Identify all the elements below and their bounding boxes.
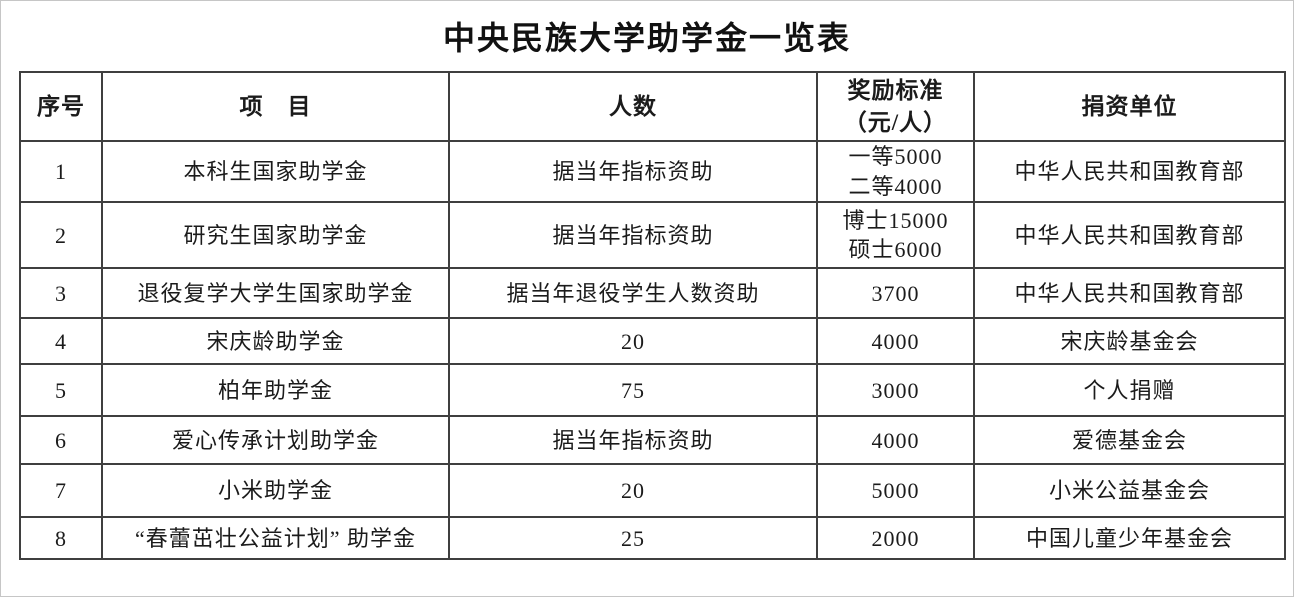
cell-item: 小米助学金: [101, 463, 450, 519]
cell-item: “春蕾茁壮公益计划” 助学金: [101, 516, 450, 561]
cell-count: 据当年退役学生人数资助: [448, 267, 818, 320]
cell-index: 3: [19, 267, 103, 320]
cell-standard: 5000: [816, 463, 975, 519]
cell-standard: 一等5000 二等4000: [816, 139, 975, 204]
cell-count: 据当年指标资助: [448, 201, 818, 270]
cell-count: 25: [448, 516, 818, 561]
cell-count: 据当年指标资助: [448, 139, 818, 204]
cell-index: 8: [19, 516, 103, 561]
header-index: 序号: [19, 71, 103, 142]
table-row: 4 宋庆龄助学金 20 4000 宋庆龄基金会: [19, 317, 1286, 366]
cell-donor: 中华人民共和国教育部: [973, 267, 1286, 320]
cell-donor: 中国儿童少年基金会: [973, 516, 1286, 561]
table-row: 2 研究生国家助学金 据当年指标资助 博士15000 硕士6000 中华人民共和…: [19, 201, 1286, 270]
cell-standard: 博士15000 硕士6000: [816, 201, 975, 270]
cell-count: 75: [448, 363, 818, 418]
cell-index: 2: [19, 201, 103, 270]
table-row: 5 柏年助学金 75 3000 个人捐赠: [19, 363, 1286, 418]
cell-donor: 小米公益基金会: [973, 463, 1286, 519]
cell-item: 柏年助学金: [101, 363, 450, 418]
cell-index: 6: [19, 415, 103, 466]
table-row: 3 退役复学大学生国家助学金 据当年退役学生人数资助 3700 中华人民共和国教…: [19, 267, 1286, 320]
cell-item: 宋庆龄助学金: [101, 317, 450, 366]
table-row: 7 小米助学金 20 5000 小米公益基金会: [19, 463, 1286, 519]
cell-donor: 个人捐赠: [973, 363, 1286, 418]
cell-item: 本科生国家助学金: [101, 139, 450, 204]
cell-standard: 2000: [816, 516, 975, 561]
cell-index: 1: [19, 139, 103, 204]
header-donor: 捐资单位: [973, 71, 1286, 142]
cell-donor: 宋庆龄基金会: [973, 317, 1286, 366]
cell-count: 20: [448, 463, 818, 519]
cell-item: 研究生国家助学金: [101, 201, 450, 270]
cell-donor: 中华人民共和国教育部: [973, 201, 1286, 270]
cell-item: 退役复学大学生国家助学金: [101, 267, 450, 320]
cell-donor: 爱德基金会: [973, 415, 1286, 466]
cell-index: 5: [19, 363, 103, 418]
table-row: 8 “春蕾茁壮公益计划” 助学金 25 2000 中国儿童少年基金会: [19, 516, 1286, 561]
table-row: 6 爱心传承计划助学金 据当年指标资助 4000 爱德基金会: [19, 415, 1286, 466]
cell-standard: 3700: [816, 267, 975, 320]
header-row: 序号 项 目 人数 奖励标准 （元/人） 捐资单位: [19, 71, 1286, 142]
header-count: 人数: [448, 71, 818, 142]
header-standard: 奖励标准 （元/人）: [816, 71, 975, 142]
cell-donor: 中华人民共和国教育部: [973, 139, 1286, 204]
page-title: 中央民族大学助学金一览表: [442, 20, 851, 56]
cell-standard: 4000: [816, 317, 975, 366]
cell-standard: 4000: [816, 415, 975, 466]
cell-index: 4: [19, 317, 103, 366]
cell-count: 据当年指标资助: [448, 415, 818, 466]
cell-index: 7: [19, 463, 103, 519]
cell-standard: 3000: [816, 363, 975, 418]
scholarship-table: 序号 项 目 人数 奖励标准 （元/人） 捐资单位 1 本科生国家助学金 据当年…: [19, 71, 1286, 561]
header-item: 项 目: [101, 71, 450, 142]
table-row: 1 本科生国家助学金 据当年指标资助 一等5000 二等4000 中华人民共和国…: [19, 139, 1286, 204]
cell-item: 爱心传承计划助学金: [101, 415, 450, 466]
cell-count: 20: [448, 317, 818, 366]
